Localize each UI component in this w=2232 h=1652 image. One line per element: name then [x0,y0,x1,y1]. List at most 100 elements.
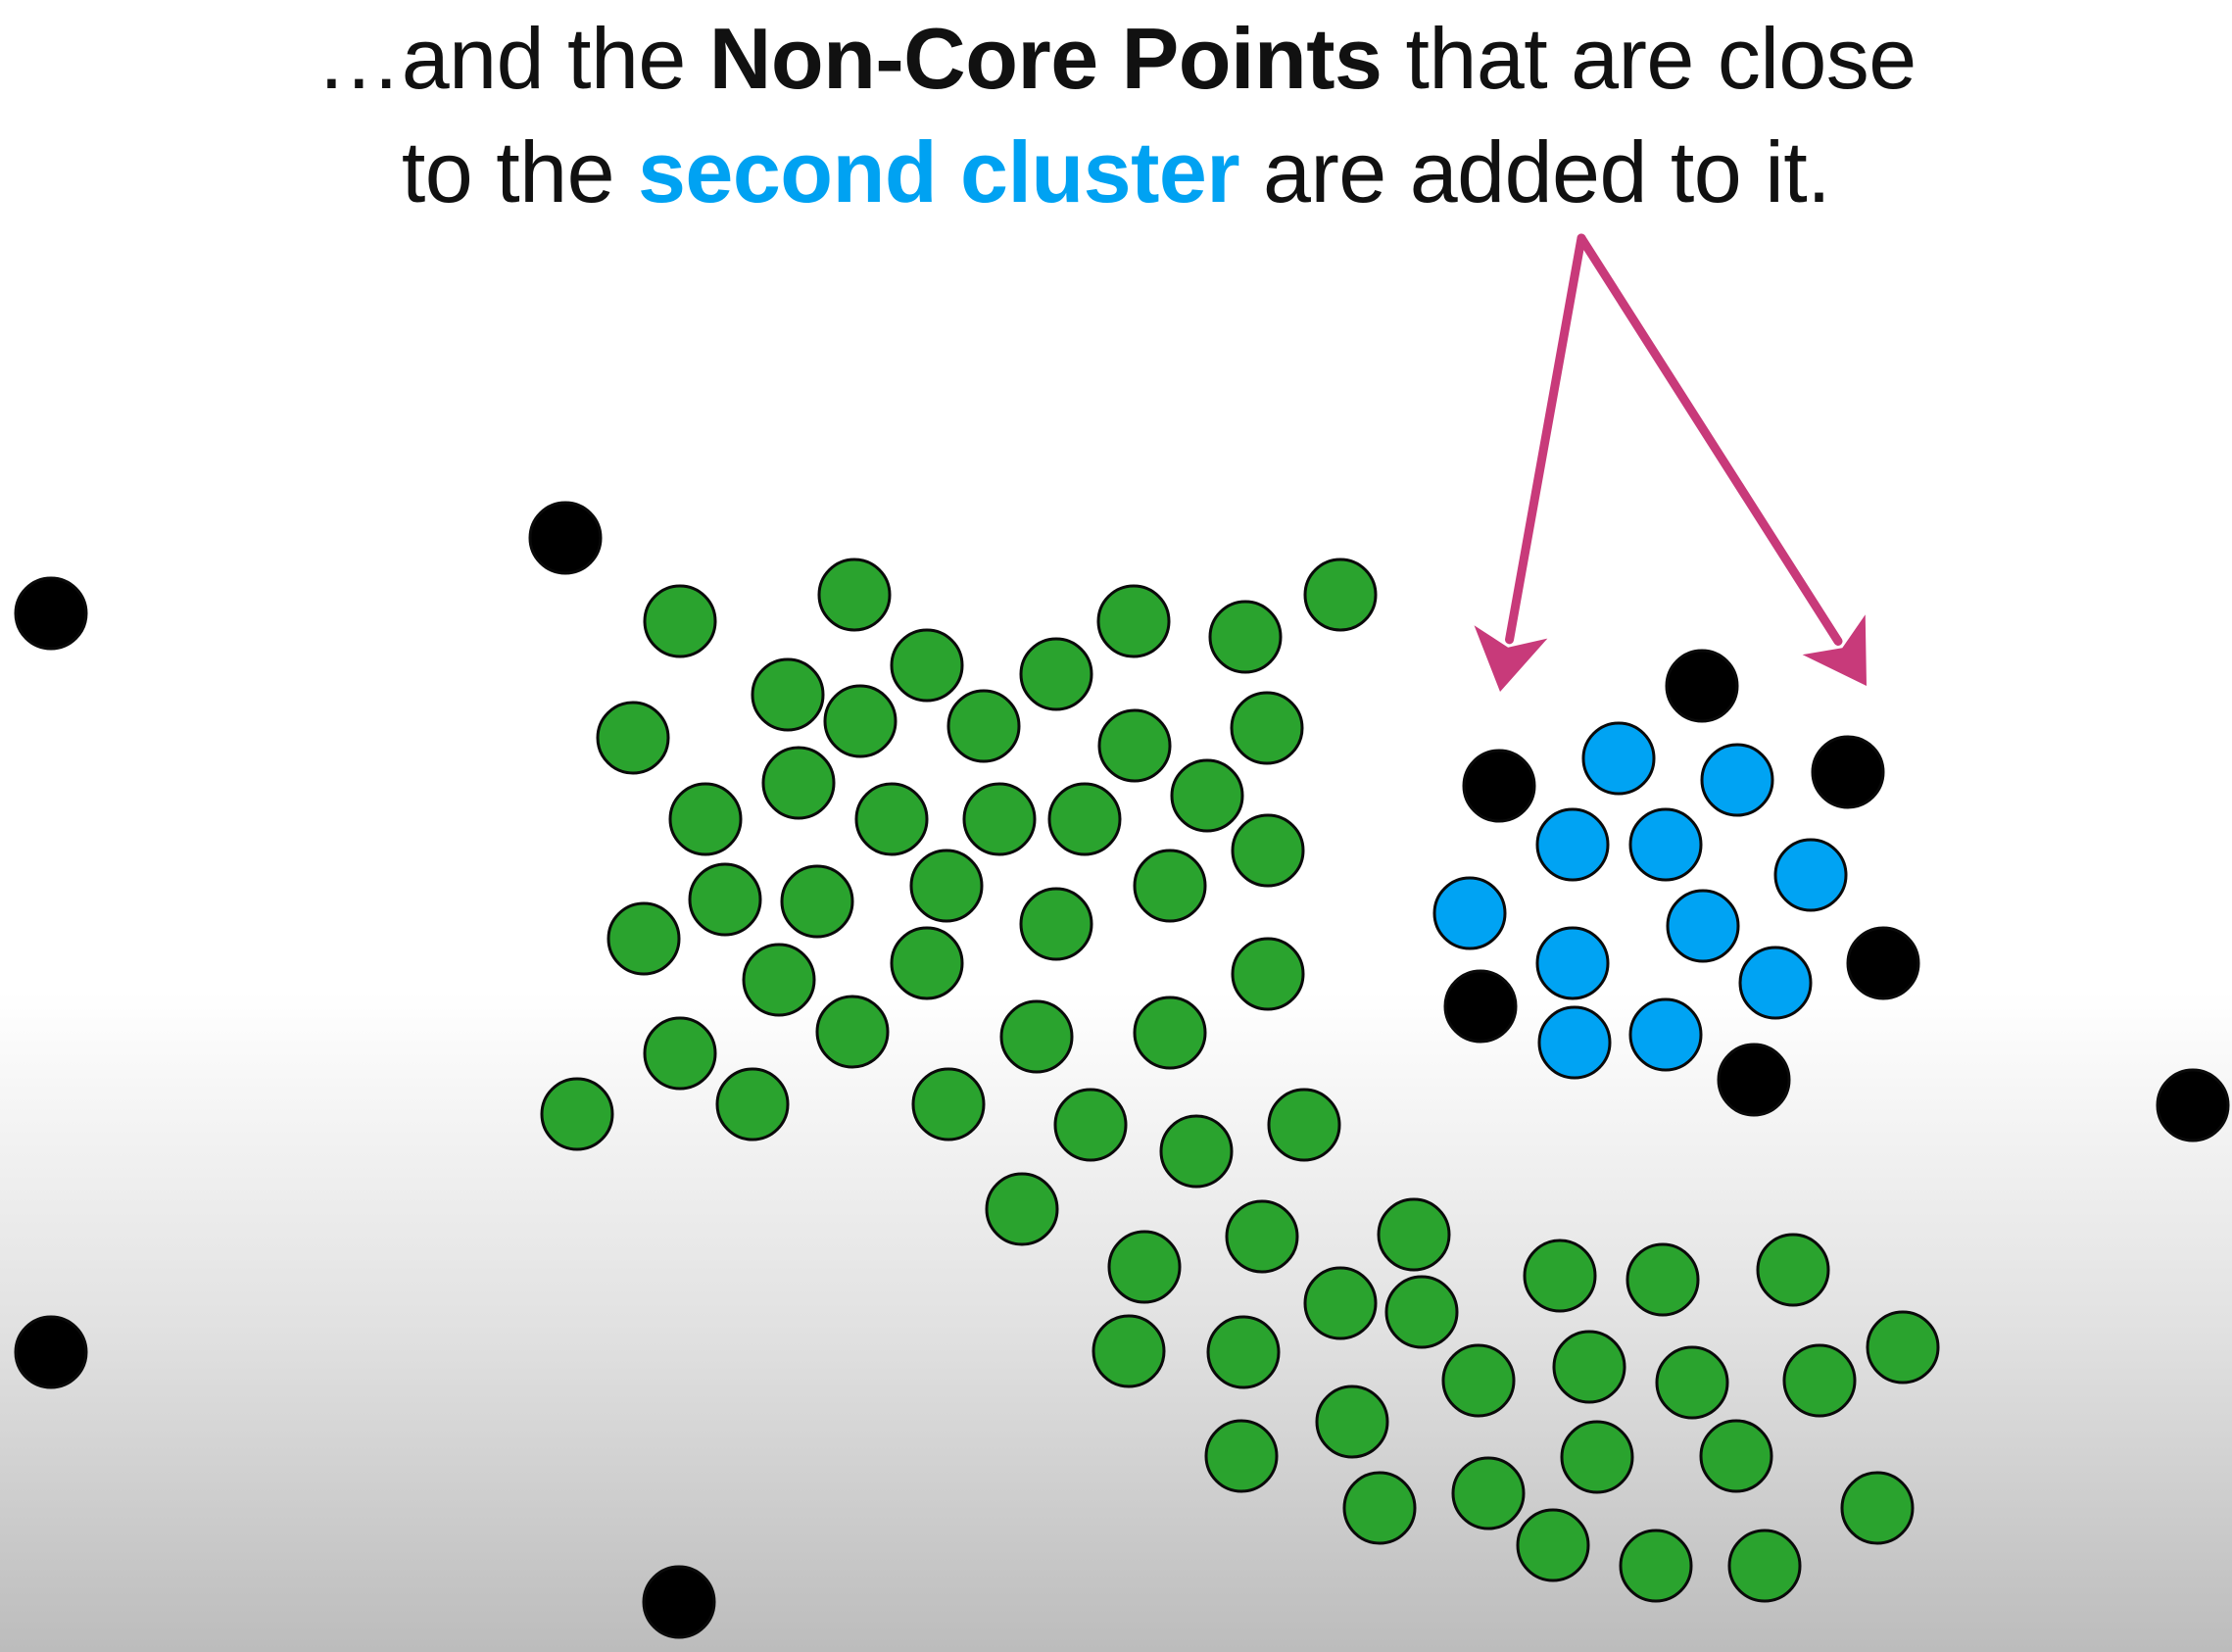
green-cluster-point [1560,1420,1634,1494]
green-cluster-point [1782,1343,1857,1418]
green-cluster-point [909,849,984,923]
outlier-point [14,1315,88,1389]
caption-line-1: …and the Non-Core Points that are close [0,2,2232,116]
caption-line-1-end: that are close [1382,10,1917,107]
caption-line-2-end: are added to it. [1239,123,1831,220]
blue-cluster-point [1773,838,1848,912]
green-cluster-point [946,689,1021,763]
green-cluster-point [1315,1385,1389,1459]
green-cluster-point [1208,600,1283,674]
outlier-point [642,1565,716,1639]
caption: …and the Non-Core Points that are close … [0,0,2232,229]
green-cluster-point [1303,558,1378,632]
green-cluster-point [1092,1314,1166,1388]
green-cluster-point [1384,1275,1459,1349]
caption-line-1-start: …and the [315,10,709,107]
green-cluster-point [999,999,1074,1074]
green-cluster-point [1230,691,1304,765]
points-group [14,501,2230,1639]
blue-cluster-point [1700,743,1774,817]
arrow-group [1474,233,1867,692]
green-cluster-point [607,901,681,976]
green-cluster-point [1159,1114,1234,1189]
green-cluster-point [1170,758,1244,833]
green-cluster-point [1231,937,1305,1011]
green-cluster-point [1267,1088,1341,1162]
blue-cluster-point [1628,997,1703,1072]
green-cluster-point [1441,1343,1516,1418]
green-cluster-point [1133,996,1207,1070]
green-cluster-point [1655,1345,1729,1420]
green-cluster-point [985,1172,1059,1246]
green-cluster-point [1866,1310,1940,1385]
green-cluster-point [1303,1266,1378,1340]
green-cluster-point [1204,1419,1279,1493]
non-core-point [1717,1043,1791,1117]
arrow-head-1 [1474,625,1548,692]
blue-cluster-point [1432,876,1507,950]
green-cluster-point [1523,1239,1597,1313]
green-cluster-point [1053,1088,1128,1162]
green-cluster-point [1096,584,1171,658]
blue-cluster-point [1535,926,1610,1000]
green-cluster-point [1727,1529,1802,1603]
green-cluster-point [780,864,854,939]
green-cluster-point [1019,637,1093,711]
outlier-point [528,501,603,575]
arrow-shaft-1 [1505,233,1586,645]
non-core-points-term: Non-Core Points [708,10,1383,107]
green-cluster-point [1019,887,1093,961]
green-cluster-point [1619,1529,1693,1603]
blue-cluster-point [1581,721,1656,796]
green-cluster-point [643,584,717,658]
green-cluster-point [596,701,670,775]
outlier-point [14,576,88,651]
green-cluster-point [1097,708,1172,783]
green-cluster-point [911,1067,986,1142]
green-cluster-point [751,657,825,732]
green-cluster-point [1107,1230,1182,1304]
green-cluster-point [540,1077,614,1151]
outlier-point [2156,1068,2230,1142]
green-cluster-point [1206,1315,1281,1389]
green-cluster-point [890,926,964,1000]
green-cluster-point [1552,1330,1626,1404]
non-core-point [1811,735,1885,809]
green-cluster-point [668,782,743,856]
green-cluster-point [1516,1508,1590,1582]
caption-line-2: to the second cluster are added to it. [0,116,2232,229]
green-cluster-point [1225,1199,1299,1274]
green-cluster-point [1756,1233,1830,1307]
green-cluster-point [715,1067,790,1142]
green-cluster-point [742,943,816,1017]
green-cluster-point [890,628,964,703]
green-cluster-point [1451,1456,1526,1531]
second-cluster-term: second cluster [637,123,1240,220]
non-core-point [1665,649,1739,723]
green-cluster-point [1699,1419,1773,1493]
green-cluster-point [1133,849,1207,923]
green-cluster-point [761,746,836,820]
green-cluster-point [643,1016,717,1091]
arrow-head-2 [1802,614,1867,686]
green-cluster-point [1377,1197,1451,1272]
green-cluster-point [817,558,892,632]
green-cluster-point [1625,1242,1700,1317]
green-cluster-point [1231,813,1305,888]
non-core-point [1443,969,1518,1044]
non-core-point [1462,749,1536,823]
green-cluster-point [1342,1471,1417,1545]
blue-cluster-point [1666,889,1740,963]
blue-cluster-point [1535,807,1610,882]
blue-cluster-point [1628,807,1703,882]
non-core-point [1846,926,1920,1000]
blue-cluster-point [1738,946,1813,1020]
green-cluster-point [815,995,890,1069]
arrow-shaft-2 [1577,233,1843,646]
green-cluster-point [1047,782,1122,856]
caption-line-2-start: to the [401,123,638,220]
green-cluster-point [1840,1471,1915,1545]
green-cluster-point [823,684,898,758]
blue-cluster-point [1537,1005,1612,1080]
